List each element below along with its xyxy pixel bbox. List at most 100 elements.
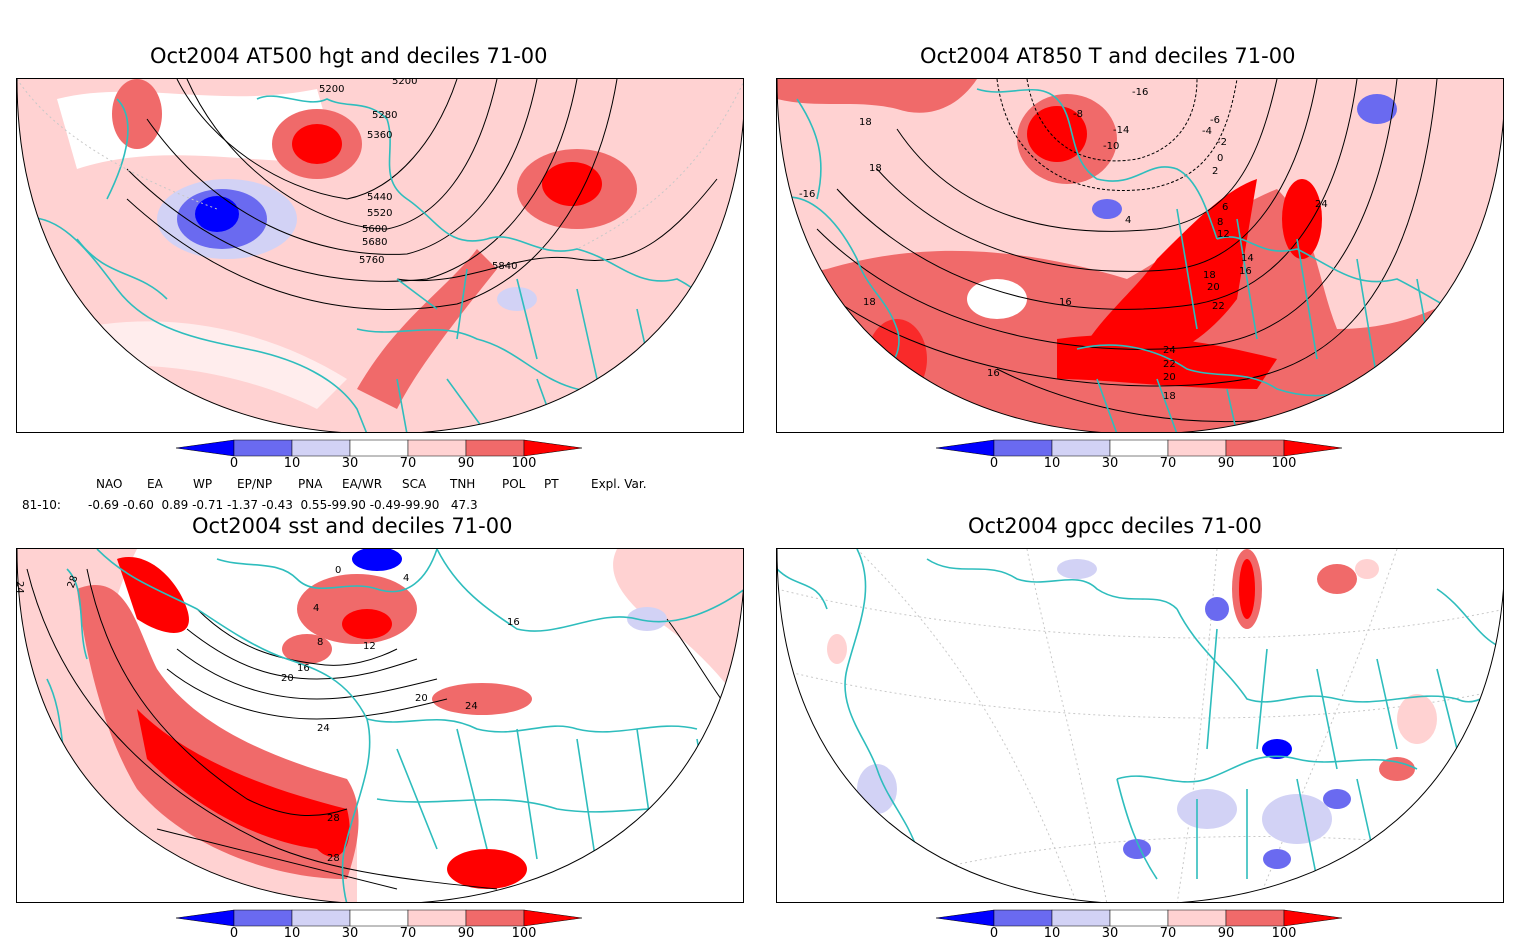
panel-title-gpcc: Oct2004 gpcc deciles 71-00 xyxy=(968,514,1262,538)
contour-label: 18 xyxy=(1163,391,1176,402)
colorbar-label: 10 xyxy=(283,456,301,471)
contour-label: 18 xyxy=(869,163,882,174)
colorbar-label: 30 xyxy=(1101,456,1119,471)
contour-label: 16 xyxy=(297,663,310,674)
colorbar-label: 100 xyxy=(1271,926,1297,941)
map-panel-sst: 24 28 4 8 12 16 20 24 28 28 0 4 20 24 16 xyxy=(16,548,744,903)
contour-label: -10 xyxy=(1103,141,1119,152)
colorbar-segment xyxy=(349,439,409,457)
colorbar-segment xyxy=(1283,909,1343,927)
colorbar-label: 90 xyxy=(1217,456,1235,471)
index-name-ea: EA xyxy=(147,477,163,491)
contour-label: -8 xyxy=(1073,109,1083,120)
colorbar-hgt: 0 10 30 70 90 100 xyxy=(175,438,586,472)
colorbar-segment xyxy=(1051,909,1111,927)
map-hgt: 5200 5280 5360 5440 5520 5600 5680 5760 … xyxy=(17,79,743,432)
colorbar-label: 100 xyxy=(511,926,537,941)
contour-label: 16 xyxy=(1059,297,1072,308)
index-name-nao: NAO xyxy=(96,477,123,491)
contour-label: 2 xyxy=(1212,166,1218,177)
contour-label: -6 xyxy=(1210,115,1220,126)
index-period: 81-10: xyxy=(22,498,61,512)
colorbar-t850: 0 10 30 70 90 100 xyxy=(935,438,1346,472)
colorbar-svg xyxy=(175,439,583,457)
colorbar-segment xyxy=(993,909,1053,927)
contour-label: 24 xyxy=(1163,345,1176,356)
colorbar-label: 70 xyxy=(1159,456,1177,471)
contour-label: 5360 xyxy=(367,130,392,141)
colorbar-label: 70 xyxy=(399,456,417,471)
map-gpcc xyxy=(777,549,1503,902)
panel-title-sst: Oct2004 sst and deciles 71-00 xyxy=(192,514,513,538)
contour-label: 24 xyxy=(17,581,25,594)
contour-label: 4 xyxy=(403,573,409,584)
index-name-sca: SCA xyxy=(402,477,427,491)
contour-label: 4 xyxy=(313,603,319,614)
contour-label: 5200 xyxy=(392,79,417,87)
contour-label: 28 xyxy=(66,574,81,590)
contour-label: -4 xyxy=(1202,126,1212,137)
colorbar-segment xyxy=(523,909,583,927)
index-values: -0.69 -0.60 0.89 -0.71 -1.37 -0.43 0.55-… xyxy=(88,498,478,512)
contour-label: 20 xyxy=(281,673,294,684)
colorbar-segment xyxy=(407,909,467,927)
contour-label: 18 xyxy=(863,297,876,308)
colorbar-segment xyxy=(233,909,293,927)
panel-title-hgt: Oct2004 AT500 hgt and deciles 71-00 xyxy=(150,44,548,68)
index-name-epnp: EP/NP xyxy=(237,477,273,491)
colorbar-segment xyxy=(175,909,235,927)
contour-label: 5440 xyxy=(367,192,392,203)
contour-label: -16 xyxy=(799,189,815,200)
contour-label: 24 xyxy=(465,701,478,712)
contour-label: 8 xyxy=(1217,217,1223,228)
contour-label: 5840 xyxy=(492,261,517,272)
colorbar-label: 10 xyxy=(1043,926,1061,941)
colorbar-label: 70 xyxy=(399,926,417,941)
map-panel-gpcc xyxy=(776,548,1504,903)
contour-label: -2 xyxy=(1217,137,1227,148)
contour-label: 22 xyxy=(1163,359,1176,370)
colorbar-segment xyxy=(1225,439,1285,457)
contour-label: 20 xyxy=(415,693,428,704)
colorbar-label: 70 xyxy=(1159,926,1177,941)
map-panel-hgt: 5200 5280 5360 5440 5520 5600 5680 5760 … xyxy=(16,78,744,433)
colorbar-segment xyxy=(1225,909,1285,927)
contour-label: 14 xyxy=(1241,253,1254,264)
colorbar-label: 30 xyxy=(341,456,359,471)
contour-label: 0 xyxy=(335,565,341,576)
contour-label: 24 xyxy=(317,723,330,734)
colorbar-segment xyxy=(1109,909,1169,927)
contour-label: 18 xyxy=(1203,270,1216,281)
colorbar-gpcc: 0 10 30 70 90 100 xyxy=(935,908,1346,942)
contour-label: 20 xyxy=(1207,282,1220,293)
contour-label: 5760 xyxy=(359,255,384,266)
colorbar-svg xyxy=(935,439,1343,457)
colorbar-label: 0 xyxy=(229,926,239,941)
contour-label: 16 xyxy=(507,617,520,628)
map-sst: 24 28 4 8 12 16 20 24 28 28 0 4 20 24 16 xyxy=(17,549,743,902)
contour-label: 5600 xyxy=(362,224,387,235)
colorbar-segment xyxy=(233,439,293,457)
colorbar-segment xyxy=(1109,439,1169,457)
colorbar-label: 100 xyxy=(1271,456,1297,471)
index-name-explvar: Expl. Var. xyxy=(591,477,647,491)
contour-label: 12 xyxy=(363,641,376,652)
colorbar-label: 0 xyxy=(229,456,239,471)
contour-label: 5680 xyxy=(362,237,387,248)
contour-label: 8 xyxy=(317,637,323,648)
index-name-wp: WP xyxy=(193,477,213,491)
index-name-pol: POL xyxy=(502,477,526,491)
colorbar-label: 30 xyxy=(341,926,359,941)
colorbar-label: 0 xyxy=(989,456,999,471)
contour-label: 5280 xyxy=(372,110,397,121)
contour-label: 24 xyxy=(1315,199,1328,210)
contour-label: 5520 xyxy=(367,208,392,219)
colorbar-label: 30 xyxy=(1101,926,1119,941)
contour-label: 12 xyxy=(1217,229,1230,240)
contour-label: 28 xyxy=(327,813,340,824)
colorbar-label: 90 xyxy=(457,926,475,941)
contour-label: 28 xyxy=(327,853,340,864)
colorbar-segment xyxy=(993,439,1053,457)
colorbar-segment xyxy=(523,439,583,457)
index-name-pna: PNA xyxy=(298,477,323,491)
